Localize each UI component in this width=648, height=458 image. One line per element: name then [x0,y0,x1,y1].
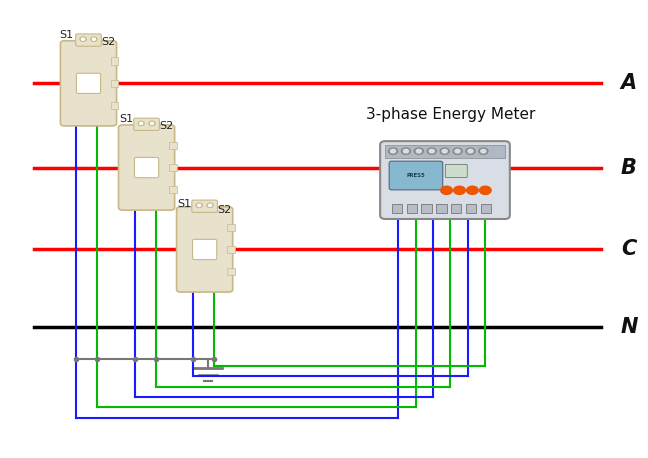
Circle shape [468,149,473,153]
Circle shape [466,148,475,154]
FancyBboxPatch shape [135,158,159,178]
Bar [169,186,176,193]
Text: S1: S1 [177,198,191,208]
Text: S2: S2 [218,205,232,215]
Text: A: A [621,73,637,93]
Circle shape [209,204,212,207]
Circle shape [442,149,447,153]
FancyBboxPatch shape [76,34,101,46]
Text: S2: S2 [159,121,174,131]
Text: S1: S1 [119,114,133,124]
Bar [227,224,235,231]
Text: PRES5: PRES5 [406,173,425,178]
FancyBboxPatch shape [119,125,174,210]
Circle shape [391,149,396,153]
FancyBboxPatch shape [76,73,100,93]
Circle shape [440,148,449,154]
Circle shape [93,38,95,40]
Bar [421,204,432,213]
Bar [451,204,461,213]
Text: N: N [621,317,638,337]
FancyBboxPatch shape [192,240,216,260]
Circle shape [138,121,144,125]
Text: B: B [621,158,637,178]
Circle shape [427,148,436,154]
Circle shape [150,122,154,125]
Bar [111,57,119,65]
Circle shape [429,149,434,153]
Circle shape [198,204,201,207]
Text: S1: S1 [60,30,74,40]
Circle shape [149,121,155,125]
Bar [386,145,505,158]
FancyBboxPatch shape [380,141,510,219]
Circle shape [454,186,465,194]
Circle shape [207,203,213,207]
Bar [406,204,417,213]
FancyBboxPatch shape [445,164,467,178]
Text: S2: S2 [101,37,115,47]
Bar [466,204,476,213]
Circle shape [196,203,202,207]
Bar [436,204,446,213]
FancyBboxPatch shape [60,41,117,126]
Circle shape [91,37,97,41]
Bar [227,246,235,253]
FancyBboxPatch shape [176,207,233,292]
Bar [169,164,176,171]
Text: C: C [621,240,636,260]
Circle shape [401,148,410,154]
Bar [111,80,119,87]
FancyBboxPatch shape [192,200,218,213]
Circle shape [389,148,398,154]
Circle shape [480,186,491,194]
Circle shape [453,148,462,154]
Circle shape [479,148,488,154]
Circle shape [481,149,486,153]
Bar [169,142,176,149]
Bar [392,204,402,213]
Circle shape [455,149,460,153]
Circle shape [403,149,408,153]
Circle shape [80,37,86,41]
FancyBboxPatch shape [389,161,443,190]
Circle shape [467,186,478,194]
Circle shape [139,122,143,125]
Bar [111,102,119,109]
FancyBboxPatch shape [133,118,159,131]
Circle shape [416,149,421,153]
Circle shape [414,148,423,154]
Bar [227,268,235,275]
Text: 3-phase Energy Meter: 3-phase Energy Meter [366,107,535,122]
Bar [481,204,491,213]
Circle shape [441,186,452,194]
Circle shape [82,38,85,40]
